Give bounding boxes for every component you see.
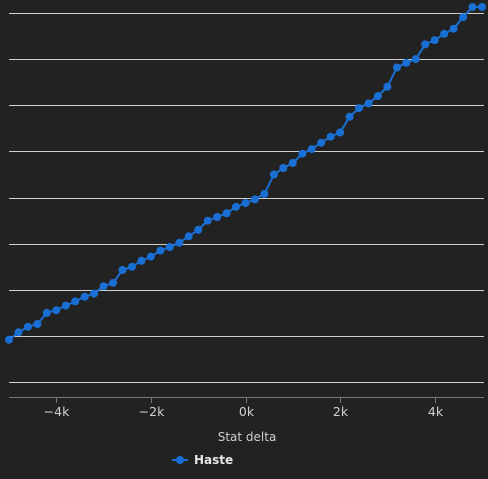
data-point[interactable]	[204, 217, 212, 225]
x-axis-title: Stat delta	[218, 430, 277, 444]
data-point[interactable]	[402, 59, 410, 67]
data-point[interactable]	[223, 209, 231, 217]
data-point[interactable]	[194, 226, 202, 234]
x-tick-label: −4k	[44, 404, 70, 419]
data-point[interactable]	[175, 239, 183, 247]
x-tick-label: 2k	[333, 404, 349, 419]
x-axis-ticks: −4k −2k 0k 2k 4k	[44, 398, 444, 419]
data-point[interactable]	[109, 279, 117, 287]
data-point[interactable]	[33, 320, 41, 328]
data-point[interactable]	[128, 263, 136, 271]
data-point[interactable]	[327, 133, 335, 141]
legend-symbol-marker	[176, 456, 184, 464]
data-point[interactable]	[15, 328, 23, 336]
data-point[interactable]	[279, 164, 287, 172]
data-point[interactable]	[355, 104, 363, 112]
data-point[interactable]	[440, 30, 448, 38]
data-point[interactable]	[289, 159, 297, 167]
data-point[interactable]	[185, 232, 193, 240]
series-layer	[5, 3, 486, 344]
data-point[interactable]	[260, 190, 268, 198]
data-point[interactable]	[137, 257, 145, 265]
data-point[interactable]	[469, 3, 477, 11]
data-point[interactable]	[431, 36, 439, 44]
data-point[interactable]	[459, 13, 467, 21]
data-point[interactable]	[43, 309, 51, 317]
data-point[interactable]	[81, 293, 89, 301]
data-point[interactable]	[383, 83, 391, 91]
data-point[interactable]	[393, 64, 401, 72]
data-point[interactable]	[156, 247, 164, 255]
data-point[interactable]	[346, 113, 354, 121]
data-point[interactable]	[478, 3, 486, 11]
data-point[interactable]	[90, 290, 98, 298]
data-point[interactable]	[421, 40, 429, 48]
data-point[interactable]	[270, 171, 278, 179]
data-point[interactable]	[119, 266, 127, 274]
data-point[interactable]	[336, 129, 344, 137]
data-point[interactable]	[52, 306, 60, 314]
data-point[interactable]	[251, 195, 259, 203]
data-point[interactable]	[412, 55, 420, 63]
data-point[interactable]	[24, 323, 32, 331]
x-tick-label: 0k	[239, 404, 255, 419]
legend-label[interactable]: Haste	[194, 453, 233, 467]
data-point[interactable]	[62, 302, 70, 310]
data-point[interactable]	[365, 99, 373, 107]
x-tick-label: 4k	[428, 404, 444, 419]
legend[interactable]: Haste	[172, 453, 233, 467]
data-point[interactable]	[5, 336, 13, 344]
grid-layer	[9, 14, 484, 383]
data-point[interactable]	[298, 150, 306, 158]
data-point[interactable]	[166, 243, 174, 251]
x-tick-label: −2k	[139, 404, 165, 419]
data-point[interactable]	[242, 199, 250, 207]
series-line-0	[9, 7, 482, 340]
data-point[interactable]	[71, 297, 79, 305]
data-point[interactable]	[147, 253, 155, 261]
data-point[interactable]	[317, 139, 325, 147]
data-point[interactable]	[450, 25, 458, 33]
data-point[interactable]	[374, 92, 382, 100]
data-point[interactable]	[100, 282, 108, 290]
data-point[interactable]	[308, 145, 316, 153]
data-point[interactable]	[232, 203, 240, 211]
data-point[interactable]	[213, 213, 221, 221]
